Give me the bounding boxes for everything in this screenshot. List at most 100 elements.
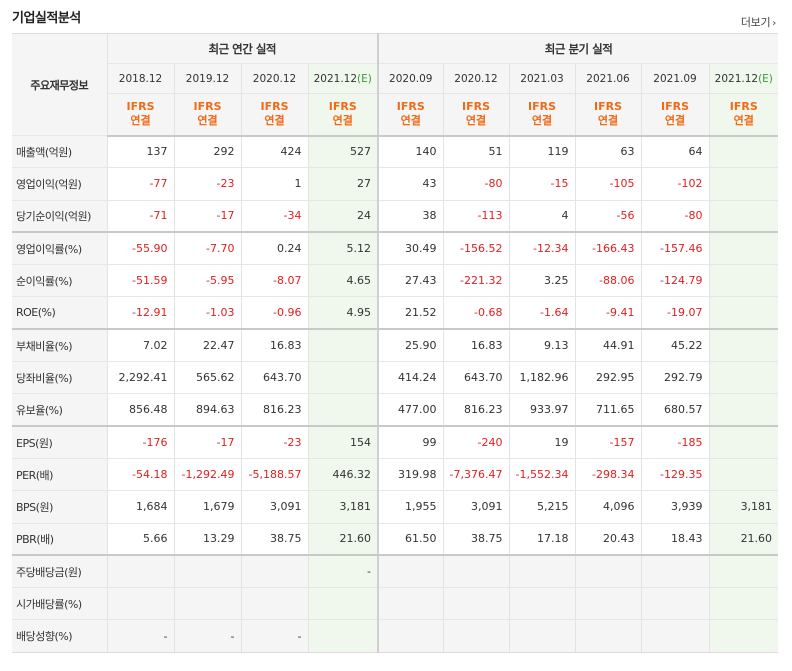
table-cell: -23 xyxy=(240,426,308,459)
table-cell: 3,939 xyxy=(640,490,709,524)
table-cell: 63 xyxy=(574,135,641,169)
table-row: 주당배당금(원) - xyxy=(12,555,779,589)
chevron-right-icon: › xyxy=(772,18,776,29)
table-cell xyxy=(574,587,641,621)
table-cell xyxy=(377,587,443,621)
table-cell: 292 xyxy=(173,135,241,169)
period-label: 2021.12 xyxy=(714,72,759,85)
table-cell: - xyxy=(106,619,174,653)
table-cell: 44.91 xyxy=(574,329,641,363)
accounting-standard-label: IFRS 연결 xyxy=(240,93,308,137)
table-cell: -102 xyxy=(640,167,709,201)
table-cell: -77 xyxy=(106,167,174,201)
table-cell: 1,182.96 xyxy=(508,361,575,395)
table-cell: 424 xyxy=(240,135,308,169)
table-row: PBR(배) 5.66 13.29 38.75 21.60 61.50 38.75 17.18… xyxy=(12,523,779,557)
estimate-mark: (E) xyxy=(758,72,773,85)
table-cell xyxy=(574,619,641,653)
table-cell: 816.23 xyxy=(240,393,308,428)
table-cell: -221.32 xyxy=(442,264,509,298)
table-cell: -240 xyxy=(442,426,509,459)
table-cell: 711.65 xyxy=(574,393,641,428)
table-cell xyxy=(106,587,174,621)
row-label: 당기순이익(억원) xyxy=(12,200,107,234)
quarterly-group-header: 최근 분기 실적 xyxy=(376,33,779,64)
table-cell: 0.24 xyxy=(240,232,308,266)
table-cell: 51 xyxy=(442,135,509,169)
accounting-standard-label: IFRS 연결 xyxy=(173,93,241,137)
table-cell xyxy=(442,555,509,589)
table-cell: -124.79 xyxy=(640,264,709,298)
table-cell xyxy=(173,555,241,589)
accounting-standard-label: IFRS 연결 xyxy=(508,93,575,137)
table-cell: 27.43 xyxy=(377,264,443,298)
table-cell: -185 xyxy=(640,426,709,459)
table-cell: -71 xyxy=(106,200,174,234)
table-cell xyxy=(377,555,443,589)
row-label: 부채비율(%) xyxy=(12,329,107,363)
table-cell: 5,215 xyxy=(508,490,575,524)
table-cell: - xyxy=(307,555,378,589)
table-cell xyxy=(708,426,779,459)
table-cell: 565.62 xyxy=(173,361,241,395)
table-cell: -12.34 xyxy=(508,232,575,266)
table-cell: 99 xyxy=(377,426,443,459)
table-cell: 3,091 xyxy=(442,490,509,524)
accounting-standard-label: IFRS 연결 xyxy=(640,93,709,137)
table-cell: 38.75 xyxy=(442,523,509,557)
table-cell xyxy=(708,200,779,234)
estimate-mark: (E) xyxy=(357,72,372,85)
table-cell xyxy=(640,587,709,621)
table-cell xyxy=(708,619,779,653)
period-header: 2020.12 xyxy=(240,63,308,94)
table-cell: 38.75 xyxy=(240,523,308,557)
table-cell: -23 xyxy=(173,167,241,201)
table-cell: -17 xyxy=(173,426,241,459)
table-cell: 64 xyxy=(640,135,709,169)
table-cell xyxy=(106,555,174,589)
table-row: 영업이익률(%) -55.90 -7.70 0.24 5.12 30.49 -156.52-… xyxy=(12,232,779,266)
row-label: PER(배) xyxy=(12,458,107,492)
table-cell xyxy=(240,555,308,589)
table-cell: 16.83 xyxy=(442,329,509,363)
header-source-row: IFRS 연결 IFRS 연결 IFRS 연결 IFRS 연결 IFRS 연결 IFRS 연결 IFRS… xyxy=(12,93,779,137)
accounting-standard-label: IFRS 연결 xyxy=(307,93,378,137)
table-cell: 3,091 xyxy=(240,490,308,524)
table-cell xyxy=(442,587,509,621)
table-cell: -8.07 xyxy=(240,264,308,298)
accounting-standard-label: IFRS 연결 xyxy=(442,93,509,137)
table-cell xyxy=(708,135,779,169)
table-cell: -1,552.34 xyxy=(508,458,575,492)
table-cell: 816.23 xyxy=(442,393,509,428)
table-cell xyxy=(708,296,779,331)
row-label: 유보율(%) xyxy=(12,393,107,428)
table-cell: -5,188.57 xyxy=(240,458,308,492)
table-cell: -156.52 xyxy=(442,232,509,266)
accounting-standard-label: IFRS 연결 xyxy=(106,93,174,137)
table-cell: 137 xyxy=(106,135,174,169)
table-cell: -15 xyxy=(508,167,575,201)
period-header: 2021.12(E) xyxy=(307,63,378,94)
table-cell: - xyxy=(240,619,308,653)
table-cell: -0.96 xyxy=(240,296,308,331)
table-cell: 119 xyxy=(508,135,575,169)
table-cell: 16.83 xyxy=(240,329,308,363)
table-cell xyxy=(307,587,378,621)
table-cell: 856.48 xyxy=(106,393,174,428)
row-label: 시가배당률(%) xyxy=(12,587,107,621)
row-label: PBR(배) xyxy=(12,523,107,557)
period-label: 2019.12 xyxy=(185,72,230,85)
table-cell: -56 xyxy=(574,200,641,234)
table-cell: -7.70 xyxy=(173,232,241,266)
accounting-standard-label: IFRS 연결 xyxy=(708,93,779,137)
period-label: 2021.09 xyxy=(653,72,697,85)
table-cell: 61.50 xyxy=(377,523,443,557)
more-link[interactable]: 더보기 › xyxy=(741,14,776,30)
table-cell: 643.70 xyxy=(442,361,509,395)
table-cell: 643.70 xyxy=(240,361,308,395)
table-cell: -80 xyxy=(640,200,709,234)
row-header-label: 주요재무정보 xyxy=(12,33,107,136)
section-title: 기업실적분석 xyxy=(12,11,81,26)
row-label: 영업이익률(%) xyxy=(12,232,107,266)
header-group-row: 주요재무정보 최근 연간 실적 최근 분기 실적 xyxy=(12,33,779,136)
